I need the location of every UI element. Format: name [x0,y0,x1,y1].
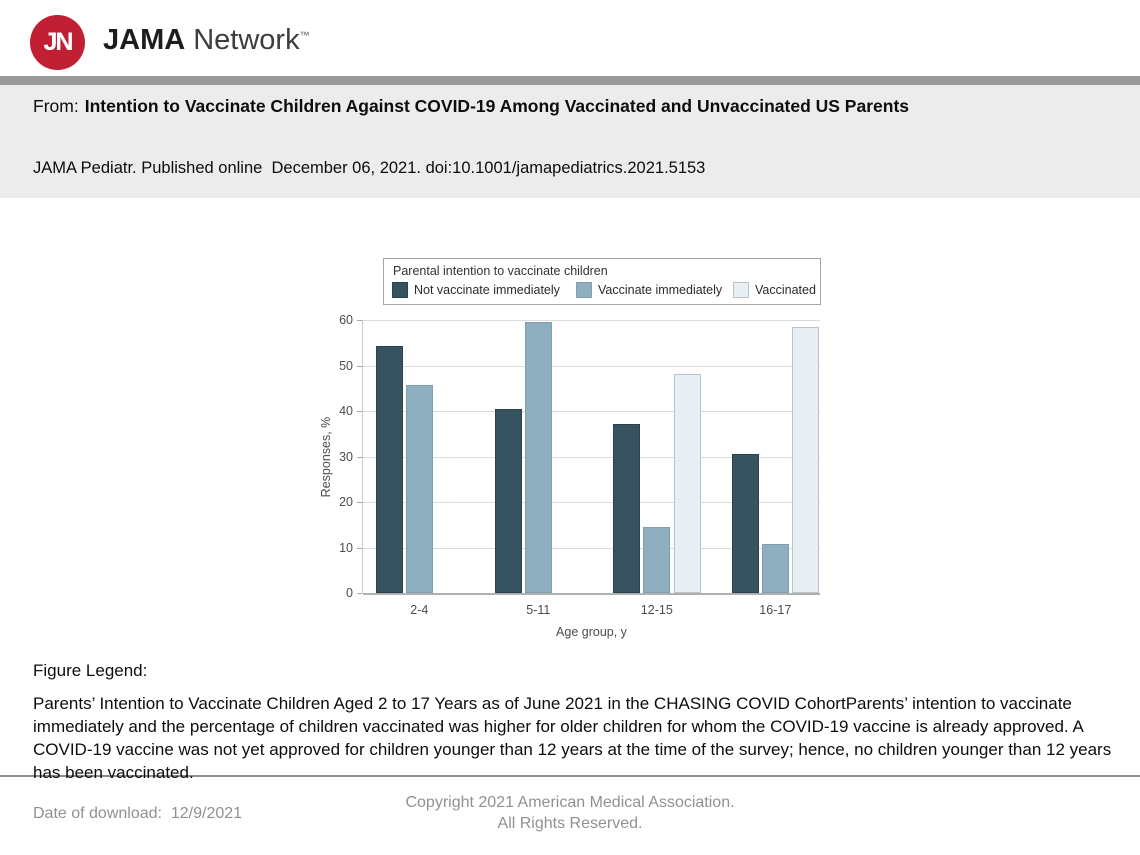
brand-name: JAMA Network™ [103,24,310,57]
y-tick-10 [357,547,362,549]
legend-swatch-icon [576,282,592,298]
jama-network-logo-icon: JN [30,15,85,70]
figure-legend-heading: Figure Legend: [33,661,148,680]
legend-swatch-icon [733,282,749,298]
bar-vaccinate-immediately-16-17 [761,543,789,593]
trademark-symbol: ™ [299,30,310,42]
x-tick-label-2-4: 2-4 [410,603,429,617]
copyright-line1: Copyright 2021 American Medical Associat… [405,794,735,811]
x-axis-label: Age group, y [556,625,627,639]
gridline-50 [363,365,820,367]
bar-vaccinate-immediately-12-15 [643,527,671,593]
download-label: Date of download: [33,805,162,822]
gridline-10 [363,547,820,549]
y-tick-40 [357,411,362,412]
bar-chart: Parental intention to vaccinate children… [0,198,1140,648]
y-tick-0 [357,593,362,594]
legend-swatch-icon [392,282,408,298]
y-tick-label-0: 0 [346,586,353,600]
y-axis-line [362,320,363,593]
legend-label: Not vaccinate immediately [414,283,560,297]
article-title: Intention to Vaccinate Children Against … [84,96,910,116]
x-axis-line [363,593,820,595]
y-tick-60 [357,320,362,321]
article-title-line: From: Intention to Vaccinate Children Aga… [33,96,1108,117]
bar-not-vaccinate-immediately-2-4 [375,345,403,593]
y-tick-label-50: 50 [339,358,353,373]
divider-bar [0,76,1140,85]
bar-vaccinated-16-17 [792,327,820,593]
x-tick-label-16-17: 16-17 [759,603,792,617]
y-tick-label-40: 40 [339,404,353,418]
y-tick-50 [357,365,362,367]
y-tick-label-30: 30 [339,449,353,464]
y-tick-30 [357,456,362,458]
legend-title: Parental intention to vaccinate children [393,264,608,278]
legend-item-vaccinated: Vaccinated [733,282,816,298]
download-date: 12/9/2021 [170,805,243,822]
bar-vaccinate-immediately-5-11 [524,321,552,593]
gridline-20 [363,502,820,503]
y-tick-label-60: 60 [339,313,353,327]
copyright-line2: All Rights Reserved. [497,815,643,832]
bar-vaccinate-immediately-2-4 [405,384,433,593]
y-axis-label: Responses, % [319,416,333,497]
logo-bar: JN JAMA Network™ [0,0,1140,76]
bar-not-vaccinate-immediately-16-17 [731,453,759,593]
gridline-60 [363,320,820,321]
jn-monogram: JN [43,28,74,56]
x-tick-label-5-11: 5-11 [526,603,551,617]
figure-legend-text: Parents’ Intention to Vaccinate Children… [33,694,1112,782]
header-band: From: Intention to Vaccinate Children Aga… [0,85,1140,198]
bar-vaccinated-12-15 [673,373,701,593]
brand-jama: JAMA [103,24,186,56]
brand-network: Network [193,24,300,56]
y-tick-label-10: 10 [339,540,353,555]
legend-item-not-vaccinate-immediately: Not vaccinate immediately [392,282,560,298]
bottom-rule [0,775,1140,777]
y-tick-label-20: 20 [339,495,353,509]
gridline-30 [363,456,820,458]
copyright-notice: Copyright 2021 American Medical Associat… [0,792,1140,834]
bar-not-vaccinate-immediately-12-15 [613,423,640,593]
x-tick-label-12-15: 12-15 [640,603,673,617]
chart-legend-box: Parental intention to vaccinate children… [383,258,821,305]
bar-not-vaccinate-immediately-5-11 [494,408,522,593]
legend-label: Vaccinated [755,283,816,297]
legend-label: Vaccinate immediately [598,283,723,297]
legend-item-vaccinate-immediately: Vaccinate immediately [576,282,722,298]
citation-line: JAMA Pediatr. Published online December … [33,159,706,177]
download-date-line: Date of download: 12/9/2021 [33,805,242,823]
gridline-40 [363,411,820,412]
from-prefix: From: [33,96,79,116]
y-tick-20 [357,502,362,503]
